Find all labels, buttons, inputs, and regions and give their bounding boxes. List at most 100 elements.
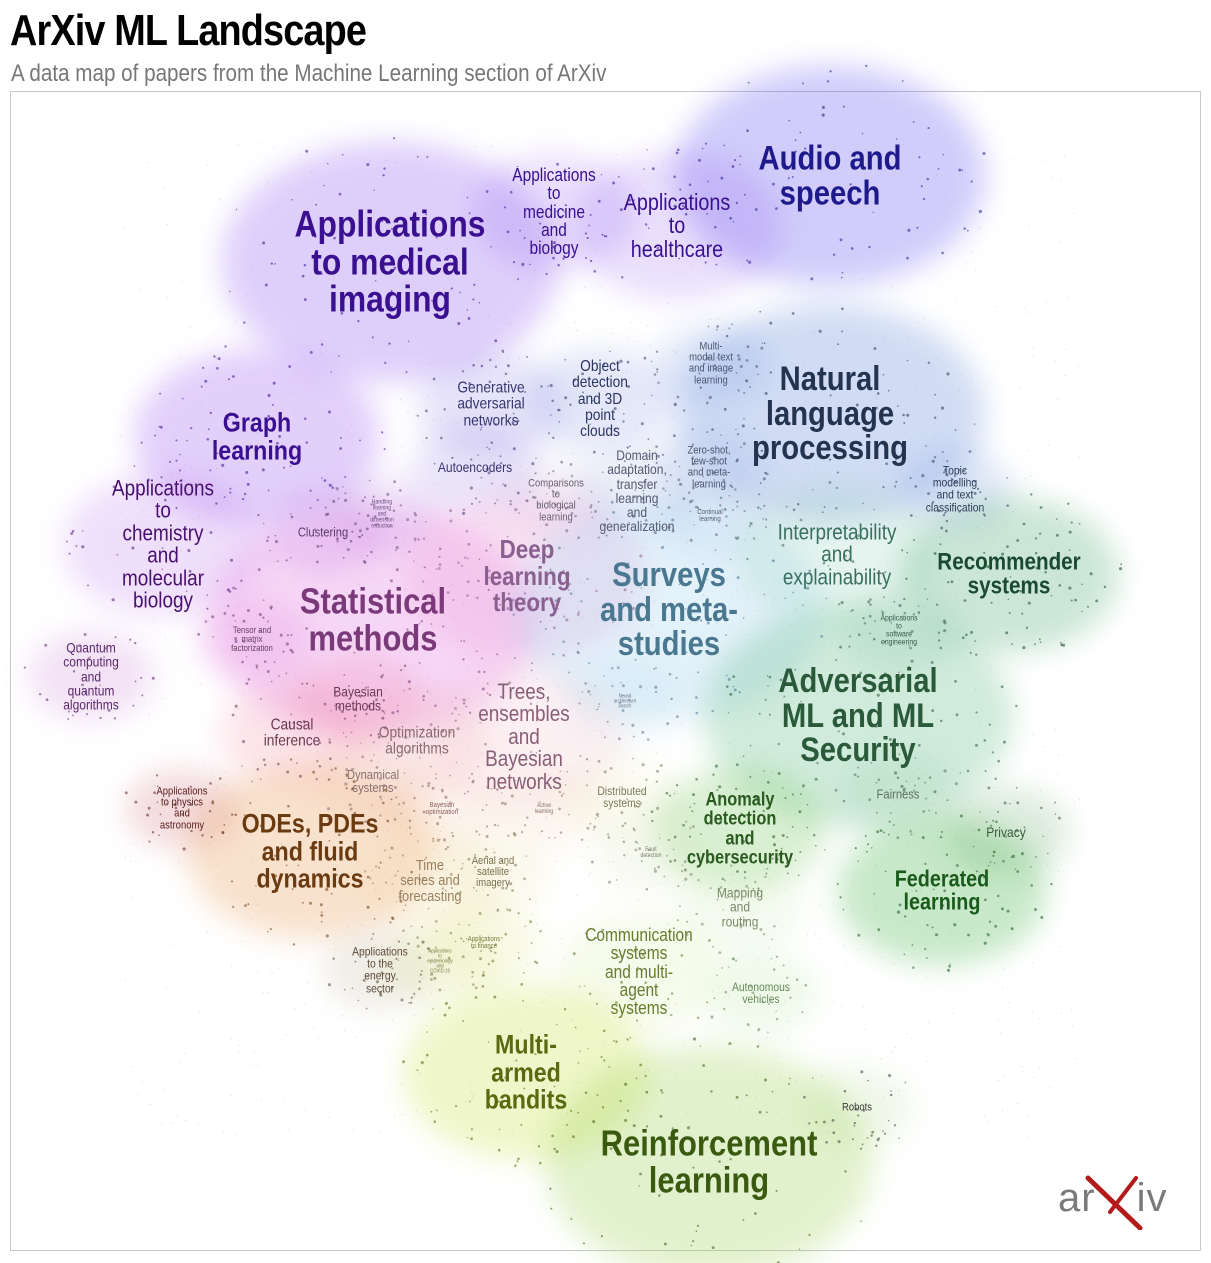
cluster-label-applications-to-epidemiology[interactable]: Applications to epidemiology and COVID-1… [427, 948, 453, 975]
paper-point [395, 546, 399, 550]
paper-point [644, 1074, 647, 1078]
cluster-label-multi-modal-text-and-image-learning[interactable]: Multi- modal text and image learning [688, 340, 734, 387]
cluster-label-communication-systems-and-multi-agent-systems[interactable]: Communication systems and multi- agent s… [585, 925, 693, 1019]
cluster-label-applications-to-software-engineering[interactable]: Applications to software engineering [880, 613, 918, 648]
paper-point [804, 147, 807, 150]
cluster-label-autonomous-vehicles[interactable]: Autonomous vehicles [732, 979, 790, 1006]
cluster-label-comparisons-to-biological-learning[interactable]: Comparisons to biological learning [528, 477, 584, 524]
cluster-label-recommender-systems[interactable]: Recommender systems [937, 548, 1081, 600]
cluster-label-natural-language-processing[interactable]: Natural language processing [752, 359, 908, 468]
paper-point [538, 833, 541, 835]
cluster-label-applications-to-chemistry-and-molecular-biology[interactable]: Applications to chemistry and molecular … [111, 475, 215, 613]
cluster-label-active-learning[interactable]: Active learning [534, 802, 554, 815]
paper-point [1038, 1067, 1040, 1069]
cluster-label-statistical-methods[interactable]: Statistical methods [299, 580, 447, 658]
cluster-label-time-series-and-forecasting[interactable]: Time series and forecasting [398, 857, 462, 905]
paper-point [704, 261, 707, 264]
cluster-label-dynamical-systems[interactable]: Dynamical systems [346, 766, 400, 795]
cluster-label-trees-ensembles-and-bayesian-networks[interactable]: Trees, ensembles and Bayesian networks [478, 678, 570, 794]
cluster-label-applications-to-physics-and-astronomy[interactable]: Applications to physics and astronomy [156, 785, 208, 832]
cluster-label-applications-to-medical-imaging[interactable]: Applications to medical imaging [294, 203, 486, 320]
cluster-label-applications-to-medicine-and-biology[interactable]: Applications to medicine and biology [512, 165, 596, 259]
cluster-label-handling-missing-data[interactable]: Handling learning and dimension reductio… [370, 499, 394, 531]
paper-point [687, 491, 691, 494]
cluster-label-reinforcement-learning[interactable]: Reinforcement learning [600, 1122, 818, 1200]
cluster-label-odes-pdes-and-fluid-dynamics[interactable]: ODEs, PDEs and fluid dynamics [241, 808, 379, 894]
paper-point [147, 478, 150, 482]
paper-point [1014, 868, 1017, 870]
cluster-label-continual-learning[interactable]: Continual learning [697, 508, 723, 523]
paper-point [384, 881, 388, 884]
cluster-label-autoencoders[interactable]: Autoencoders [437, 458, 513, 475]
cluster-label-distributed-systems[interactable]: Distributed systems [597, 783, 647, 810]
cluster-label-neural-architecture-search[interactable]: Neural architecture search [613, 693, 637, 710]
cluster-label-domain-adaptation[interactable]: Domain adaptation, transfer learning and… [599, 447, 675, 535]
paper-point [129, 638, 132, 641]
cluster-label-applications-to-finance[interactable]: Applications to finance [467, 935, 501, 950]
cluster-label-privacy[interactable]: Privacy [986, 823, 1026, 840]
cluster-label-adversarial-ml-and-ml-security[interactable]: Adversarial ML and ML Security [778, 661, 938, 770]
paper-point [639, 1063, 643, 1067]
paper-point [707, 325, 710, 328]
cluster-label-zero-shot-few-shot[interactable]: Zero-shot, few-shot and meta- learning [687, 444, 731, 491]
cluster-label-surveys-and-meta-studies[interactable]: Surveys and meta- studies [599, 555, 739, 664]
cluster-label-graph-learning[interactable]: Graph learning [211, 407, 303, 465]
paper-point [409, 832, 413, 835]
cluster-label-mapping-and-routing[interactable]: Mapping and routing [716, 884, 764, 930]
paper-point [357, 396, 359, 398]
paper-point [968, 450, 972, 453]
paper-point [926, 924, 929, 927]
paper-point [440, 964, 442, 966]
paper-point [919, 888, 922, 891]
cluster-label-interpretability-and-explainability[interactable]: Interpretability and explainability [777, 519, 897, 590]
cluster-label-topic-modelling[interactable]: Topic modelling and text classification [925, 463, 985, 515]
paper-point [819, 193, 822, 197]
paper-point [477, 454, 479, 456]
cluster-label-anomaly-detection-and-cybersecurity[interactable]: Anomaly detection and cybersecurity [686, 789, 794, 869]
cluster-label-applications-to-the-energy-sector[interactable]: Applications to the energy sector [352, 944, 408, 996]
cluster-label-bayesian-methods[interactable]: Bayesian methods [333, 683, 383, 714]
paper-point [539, 929, 542, 933]
paper-point [585, 256, 587, 259]
cluster-label-object-detection-and-3d-point-clouds[interactable]: Object detection and 3D point clouds [572, 358, 628, 441]
cluster-label-deep-learning-theory[interactable]: Deep learning theory [483, 534, 571, 618]
paper-point [651, 624, 653, 626]
cluster-label-multi-armed-bandits[interactable]: Multi- armed bandits [484, 1029, 568, 1115]
cluster-label-federated-learning[interactable]: Federated learning [894, 865, 990, 915]
paper-point [179, 480, 182, 482]
cluster-label-fault-detection[interactable]: Fault detection [640, 846, 662, 859]
paper-point [489, 544, 492, 547]
paper-point [436, 838, 440, 842]
paper-point [757, 373, 759, 376]
paper-point [665, 791, 669, 795]
cluster-label-optimization-algorithms[interactable]: Optimization algorithms [378, 724, 456, 758]
paper-point [320, 544, 323, 547]
paper-point [477, 670, 481, 674]
cluster-label-aerial-and-satellite-imagery[interactable]: Aerial and satellite imagery [471, 855, 515, 890]
paper-point [286, 634, 289, 637]
paper-point [343, 823, 345, 825]
paper-point [486, 692, 489, 695]
paper-point [507, 592, 511, 595]
paper-point [905, 813, 907, 816]
cluster-label-generative-adversarial-networks[interactable]: Generative adversarial networks [457, 379, 525, 430]
paper-point [371, 804, 374, 806]
cluster-label-quantum-computing[interactable]: Quantum computing and quantum algorithms [63, 639, 119, 713]
cluster-label-tensor-and-matrix-factorization[interactable]: Tensor and matrix factorization [231, 625, 273, 654]
cluster-label-causal-inference[interactable]: Causal inference [263, 716, 321, 750]
cluster-label-clustering[interactable]: Clustering [297, 524, 349, 540]
paper-point [940, 406, 945, 410]
paper-point [706, 430, 709, 434]
paper-point [579, 755, 582, 758]
paper-point [271, 972, 273, 974]
cluster-label-audio-and-speech[interactable]: Audio and speech [758, 139, 902, 212]
paper-point [663, 1242, 667, 1246]
cluster-label-bayesian-optimization[interactable]: Bayesian optimization [425, 801, 459, 816]
cluster-label-applications-to-healthcare[interactable]: Applications to healthcare [623, 188, 731, 262]
cluster-label-fairness[interactable]: Fairness [876, 786, 920, 802]
cluster-label-robots[interactable]: Robots [842, 1101, 872, 1114]
paper-point [535, 751, 538, 754]
paper-point [523, 877, 526, 881]
paper-point [508, 821, 510, 823]
